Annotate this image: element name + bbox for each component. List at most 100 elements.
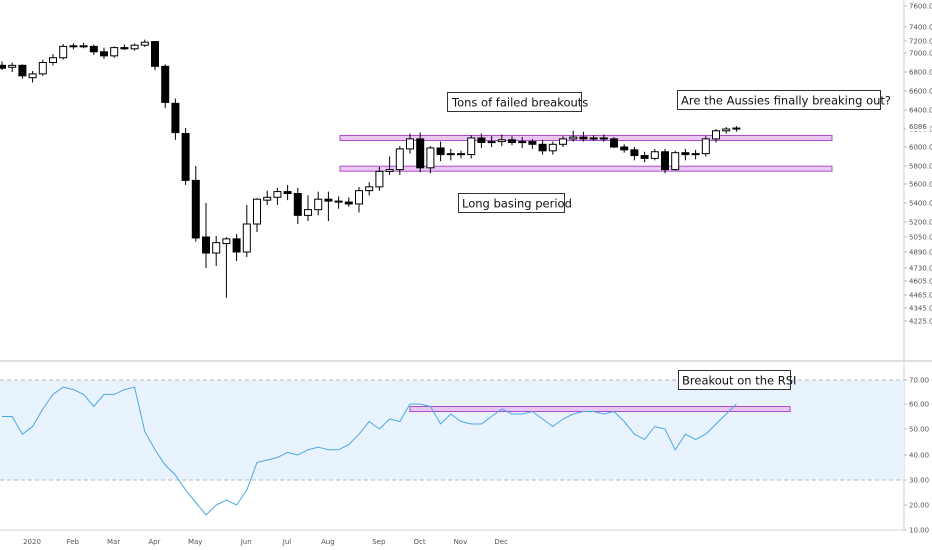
- candle: [283, 184, 292, 201]
- candle: [446, 148, 455, 161]
- annotation-aussies-breakout[interactable]: Are the Aussies finally breaking out?: [677, 90, 892, 110]
- candle: [314, 191, 323, 216]
- candle: [334, 196, 343, 209]
- price-tick-label: 4890.0: [909, 249, 932, 257]
- candle: [518, 137, 527, 148]
- candle-body-up: [691, 153, 700, 156]
- candle-body-down: [416, 138, 425, 169]
- candle: [120, 44, 129, 50]
- price-tick-label: 5600.0: [909, 181, 932, 189]
- candle-body-up: [712, 130, 720, 140]
- candle-body-down: [120, 47, 129, 50]
- candle-body-up: [487, 141, 496, 144]
- candle: [497, 134, 506, 147]
- price-tick-label: 6400.0: [909, 107, 932, 115]
- candle: [395, 146, 404, 175]
- candle: [681, 148, 690, 161]
- rsi-breakout-band[interactable]: [409, 406, 791, 412]
- last-price-text: 6086: [909, 123, 927, 131]
- candle-body-up: [140, 41, 149, 46]
- candle: [232, 234, 241, 261]
- candle: [324, 191, 333, 222]
- candle: [89, 44, 98, 55]
- price-tick-label: 4730.0: [909, 265, 932, 273]
- candle: [548, 141, 557, 155]
- candle: [18, 64, 27, 79]
- rsi-tick-label: 10.00: [909, 527, 929, 535]
- candle-body-up: [569, 136, 578, 140]
- candle-body-down: [630, 149, 639, 157]
- annotation-basing-period-text: Long basing period: [462, 197, 572, 211]
- candle: [599, 134, 608, 142]
- time-tick-label: May: [188, 538, 202, 546]
- candle-body-up: [385, 169, 394, 172]
- candle-body-down: [89, 45, 98, 53]
- annotation-basing-period[interactable]: Long basing period: [458, 193, 572, 213]
- time-tick-label: Jun: [240, 538, 252, 546]
- price-tick-label: 6800.0: [909, 69, 932, 77]
- candle-body-down: [344, 201, 353, 205]
- candle: [344, 197, 353, 207]
- candle: [28, 71, 37, 83]
- price-tick-label: 4345.0: [909, 305, 932, 313]
- candle-body-down: [681, 152, 690, 156]
- candle: [722, 127, 731, 134]
- price-tick-label: 4465.0: [909, 292, 932, 300]
- annotation-failed-breakouts[interactable]: Tons of failed breakouts: [447, 92, 589, 112]
- band-support[interactable]: [339, 165, 833, 172]
- candle-body-up: [263, 196, 272, 201]
- time-tick-label: Sep: [372, 538, 386, 546]
- candle-body-up: [110, 47, 119, 57]
- candle-body-up: [242, 223, 251, 253]
- time-tick-label: Jul: [282, 538, 292, 546]
- candle-body-down: [283, 191, 292, 195]
- candle-body-up: [253, 198, 261, 225]
- candle-body-up: [8, 64, 17, 68]
- rsi-tick-label: 20.00: [909, 502, 929, 510]
- rsi-tick-label: 50.00: [909, 426, 929, 434]
- candle: [59, 44, 68, 60]
- annotation-rsi-breakout[interactable]: Breakout on the RSI: [678, 370, 797, 390]
- candle: [416, 132, 425, 173]
- time-tick-label: Oct: [414, 538, 426, 546]
- candle-body-up: [426, 147, 435, 169]
- annotation-aussies-breakout-text: Are the Aussies finally breaking out?: [681, 94, 891, 108]
- candle-body-down: [620, 146, 629, 151]
- candle-body-down: [436, 147, 445, 156]
- candle-body-up: [59, 45, 68, 59]
- candle: [487, 136, 496, 147]
- candle: [712, 129, 720, 143]
- candle: [467, 135, 476, 159]
- price-tick-label: 5800.0: [909, 163, 932, 171]
- candle-body-down: [528, 141, 537, 145]
- price-tick-label: 4605.0: [909, 278, 932, 286]
- candle: [528, 138, 537, 149]
- candle: [151, 41, 159, 71]
- candle: [263, 190, 272, 205]
- candle-body-down: [599, 137, 608, 140]
- candle-body-up: [365, 186, 374, 192]
- candle: [508, 136, 516, 146]
- candle: [620, 144, 629, 153]
- candle-body-down: [538, 143, 547, 152]
- annotation-failed-breakouts-text: Tons of failed breakouts: [451, 96, 588, 110]
- candle-body-down: [100, 51, 108, 57]
- candle-body-down: [151, 41, 159, 67]
- candle: [538, 139, 547, 155]
- candle-body-up: [559, 138, 567, 145]
- rsi-tick-label: 30.00: [909, 477, 929, 485]
- price-tick-label: 7200.0: [909, 38, 932, 46]
- candle: [426, 146, 435, 174]
- candle: [375, 166, 384, 191]
- candle: [732, 126, 741, 132]
- rsi-tick-label: 40.00: [909, 452, 929, 460]
- candle: [212, 236, 221, 266]
- candle: [140, 39, 149, 47]
- candle: [171, 98, 180, 140]
- price-tick-label: 7400.0: [909, 24, 932, 32]
- candle-body-up: [212, 242, 221, 254]
- candle: [202, 203, 210, 268]
- candle: [610, 137, 618, 148]
- candle-body-up: [273, 191, 282, 198]
